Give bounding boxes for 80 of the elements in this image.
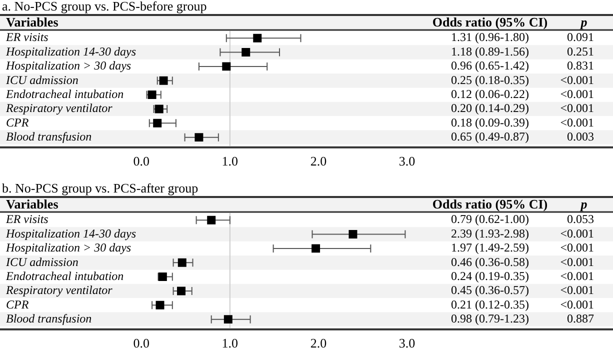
- point: [207, 216, 216, 224]
- annotation: 0.21 (0.12-0.35): [451, 297, 529, 312]
- point: [312, 244, 320, 253]
- y-tick-label: ICU admission: [5, 72, 78, 87]
- text: Odds ratio (95% CI): [432, 196, 548, 212]
- y-tick-label: Blood transfusion: [6, 311, 92, 326]
- annotation: 0.24 (0.19-0.35): [451, 268, 529, 283]
- y-tick-label: Hospitalization > 30 days: [5, 58, 132, 73]
- point: [194, 133, 204, 142]
- annotation: 0.65 (0.49-0.87): [451, 129, 529, 144]
- point: [348, 230, 358, 239]
- annotation: 1.97 (1.49-2.59): [451, 240, 529, 255]
- x-tick-label: 2.0: [310, 154, 327, 169]
- y-tick-label: Hospitalization 14-30 days: [5, 226, 136, 240]
- y-axis-title: Variables: [6, 14, 58, 30]
- x-tick-label: 1.0: [222, 336, 238, 351]
- x-tick-label: 0.0: [133, 336, 150, 351]
- annotation: 2.39 (1.93-2.98): [451, 226, 529, 240]
- y-tick-label: Respiratory ventilator: [5, 101, 113, 116]
- y-tick-label: Endotracheal intubation: [5, 268, 124, 283]
- y-tick-label: CPR: [6, 297, 30, 312]
- y-tick-label: ER visits: [5, 30, 49, 44]
- point: [156, 300, 164, 310]
- y-tick-label: Endotracheal intubation: [5, 86, 124, 101]
- annotation: <0.001: [560, 72, 594, 87]
- annotation: 0.45 (0.36-0.57): [451, 283, 529, 298]
- point: [224, 315, 232, 324]
- point: [178, 258, 186, 267]
- point: [153, 118, 162, 128]
- annotation: 0.25 (0.18-0.35): [451, 72, 529, 87]
- annotation: <0.001: [560, 297, 594, 312]
- point: [253, 34, 262, 42]
- annotation: <0.001: [560, 115, 594, 130]
- annotation: 1.18 (0.89-1.56): [451, 44, 529, 58]
- annotation: <0.001: [560, 268, 594, 283]
- y-tick-label: ER visits: [5, 212, 49, 226]
- annotation: 0.20 (0.14-0.29): [451, 101, 529, 116]
- annotation: <0.001: [560, 254, 594, 269]
- chart-title: a. No-PCS group vs. PCS-before group: [2, 0, 207, 14]
- text: p: [580, 196, 588, 212]
- annotation: <0.001: [560, 283, 594, 298]
- annotation: <0.001: [560, 86, 594, 101]
- x-tick-label: 1.0: [222, 154, 238, 169]
- point: [242, 48, 250, 57]
- point: [154, 104, 164, 114]
- point: [148, 90, 156, 100]
- annotation: 0.053: [567, 212, 594, 226]
- y-axis-title: Variables: [6, 196, 58, 212]
- annotation: 0.98 (0.79-1.23): [451, 311, 529, 326]
- x-tick-label: 3.0: [398, 154, 416, 169]
- y-tick-label: CPR: [6, 115, 30, 130]
- point: [158, 272, 167, 282]
- annotation: 0.831: [567, 58, 594, 73]
- y-tick-label: Hospitalization > 30 days: [5, 240, 132, 255]
- point: [222, 62, 231, 71]
- annotation: 0.46 (0.36-0.58): [451, 254, 529, 269]
- annotation: 1.31 (0.96-1.80): [451, 30, 529, 44]
- annotation: 0.12 (0.06-0.22): [451, 86, 529, 101]
- text: Odds ratio (95% CI): [432, 14, 548, 30]
- point: [177, 286, 186, 296]
- annotation: <0.001: [560, 101, 594, 116]
- annotation: 0.18 (0.09-0.39): [451, 115, 529, 130]
- point: [159, 76, 168, 85]
- x-tick-label: 2.0: [310, 336, 327, 351]
- annotation: <0.001: [560, 240, 594, 255]
- annotation: 0.96 (0.65-1.42): [451, 58, 529, 73]
- y-tick-label: ICU admission: [5, 254, 78, 269]
- text: p: [580, 14, 588, 30]
- y-tick-label: Hospitalization 14-30 days: [5, 44, 136, 58]
- annotation: 0.251: [567, 44, 594, 58]
- annotation: 0.003: [567, 129, 594, 144]
- annotation: <0.001: [560, 226, 594, 240]
- annotation: 0.79 (0.62-1.00): [451, 212, 529, 226]
- chart-title: b. No-PCS group vs. PCS-after group: [2, 180, 198, 196]
- y-tick-label: Blood transfusion: [6, 129, 92, 144]
- annotation: 0.887: [567, 311, 594, 326]
- annotation: 0.091: [567, 30, 594, 44]
- x-tick-label: 0.0: [133, 154, 150, 169]
- y-tick-label: Respiratory ventilator: [5, 283, 113, 298]
- x-tick-label: 3.0: [398, 336, 416, 351]
